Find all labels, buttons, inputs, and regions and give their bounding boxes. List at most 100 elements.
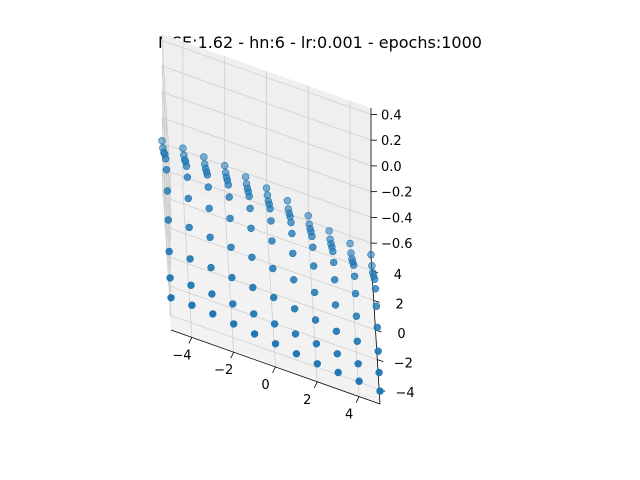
- data-point: [287, 218, 295, 227]
- data-point: [289, 249, 297, 258]
- data-point: [334, 368, 342, 377]
- data-point: [288, 229, 296, 238]
- z-tick-label: 0.0: [381, 160, 402, 175]
- data-point: [166, 274, 174, 282]
- gridline-y-floor: [166, 255, 376, 331]
- data-point: [354, 360, 362, 368]
- data-point: [262, 184, 271, 192]
- data-point: [165, 247, 173, 256]
- data-point: [376, 387, 384, 395]
- data-point: [186, 255, 194, 263]
- data-point: [163, 187, 172, 195]
- data-point: [371, 285, 380, 293]
- data-point: [267, 217, 275, 225]
- z-tick-label: −0.2: [381, 186, 413, 201]
- data-point: [229, 300, 237, 308]
- gridline-z-left: [161, 91, 172, 240]
- data-point: [203, 171, 212, 179]
- x-tick-label: 2: [303, 393, 311, 408]
- data-point: [291, 330, 300, 338]
- data-point: [205, 204, 213, 213]
- data-point: [330, 276, 339, 284]
- y-tick-label: 4: [394, 268, 402, 283]
- gridline-z-back: [161, 40, 372, 115]
- data-point: [332, 327, 341, 335]
- data-point: [246, 204, 254, 213]
- y-tick-label: −2: [394, 357, 413, 372]
- data-point: [187, 281, 195, 289]
- data-point: [373, 323, 381, 332]
- z-tick-label: 0.2: [381, 134, 402, 149]
- data-point: [374, 347, 382, 355]
- data-point: [270, 320, 279, 328]
- gridline-z-back: [161, 143, 372, 218]
- gridline-z-back: [161, 91, 372, 167]
- data-point: [241, 173, 250, 181]
- data-point: [290, 276, 298, 284]
- y-tick-label: −4: [396, 386, 415, 401]
- data-point: [325, 227, 333, 235]
- data-point: [188, 301, 196, 309]
- data-point: [247, 224, 255, 233]
- data-point: [245, 192, 253, 200]
- gridline-z-left: [161, 40, 172, 189]
- data-point: [250, 310, 258, 318]
- y-tick-label: 2: [396, 297, 404, 312]
- data-point: [207, 263, 215, 272]
- x-tick-mark: [188, 337, 193, 344]
- data-point: [164, 216, 173, 224]
- data-point: [271, 340, 280, 348]
- gridline-z-back: [161, 65, 372, 141]
- data-point: [350, 272, 359, 280]
- data-point: [209, 310, 217, 318]
- data-point: [283, 197, 292, 205]
- y-tick-mark: [377, 359, 384, 362]
- data-point: [249, 283, 257, 292]
- data-point: [329, 247, 337, 256]
- x-tick-label: −2: [214, 363, 233, 378]
- data-point: [346, 239, 354, 248]
- data-point: [266, 205, 274, 213]
- data-point: [227, 243, 235, 252]
- z-tick-label: −0.6: [381, 237, 413, 252]
- data-point: [308, 232, 316, 241]
- x-tick-label: 0: [261, 378, 269, 393]
- z-tick-label: 0.4: [381, 108, 402, 123]
- gridline-y-floor: [162, 196, 373, 272]
- gridline-y-floor: [169, 314, 380, 390]
- data-point: [204, 183, 213, 191]
- data-point: [183, 173, 192, 181]
- data-point: [292, 350, 301, 358]
- gridline-z-back: [161, 117, 372, 193]
- data-point: [310, 288, 319, 297]
- data-point: [268, 237, 276, 245]
- x-tick-label: −4: [172, 348, 191, 363]
- data-point: [350, 261, 358, 269]
- scatter-points: [158, 137, 384, 395]
- data-point: [311, 316, 320, 324]
- data-point: [161, 155, 170, 163]
- data-point: [352, 312, 361, 320]
- gridline-z-left: [161, 169, 172, 318]
- data-point: [313, 360, 321, 368]
- data-point: [250, 330, 259, 338]
- y-tick-mark: [373, 300, 380, 303]
- data-point: [185, 223, 193, 232]
- data-point: [167, 294, 175, 302]
- data-point: [351, 289, 360, 298]
- gridline-y-floor: [164, 226, 374, 301]
- data-point: [372, 302, 381, 310]
- data-point: [375, 368, 383, 377]
- data-point: [162, 166, 171, 174]
- x-tick-label: 4: [345, 408, 353, 423]
- data-point: [224, 181, 233, 189]
- data-point: [269, 264, 277, 273]
- y-tick-label: 0: [397, 327, 405, 342]
- data-point: [331, 301, 340, 309]
- data-point: [309, 243, 317, 252]
- x-tick-mark: [230, 352, 235, 359]
- data-point: [370, 275, 379, 283]
- data-point: [355, 377, 363, 385]
- data-point: [310, 262, 318, 270]
